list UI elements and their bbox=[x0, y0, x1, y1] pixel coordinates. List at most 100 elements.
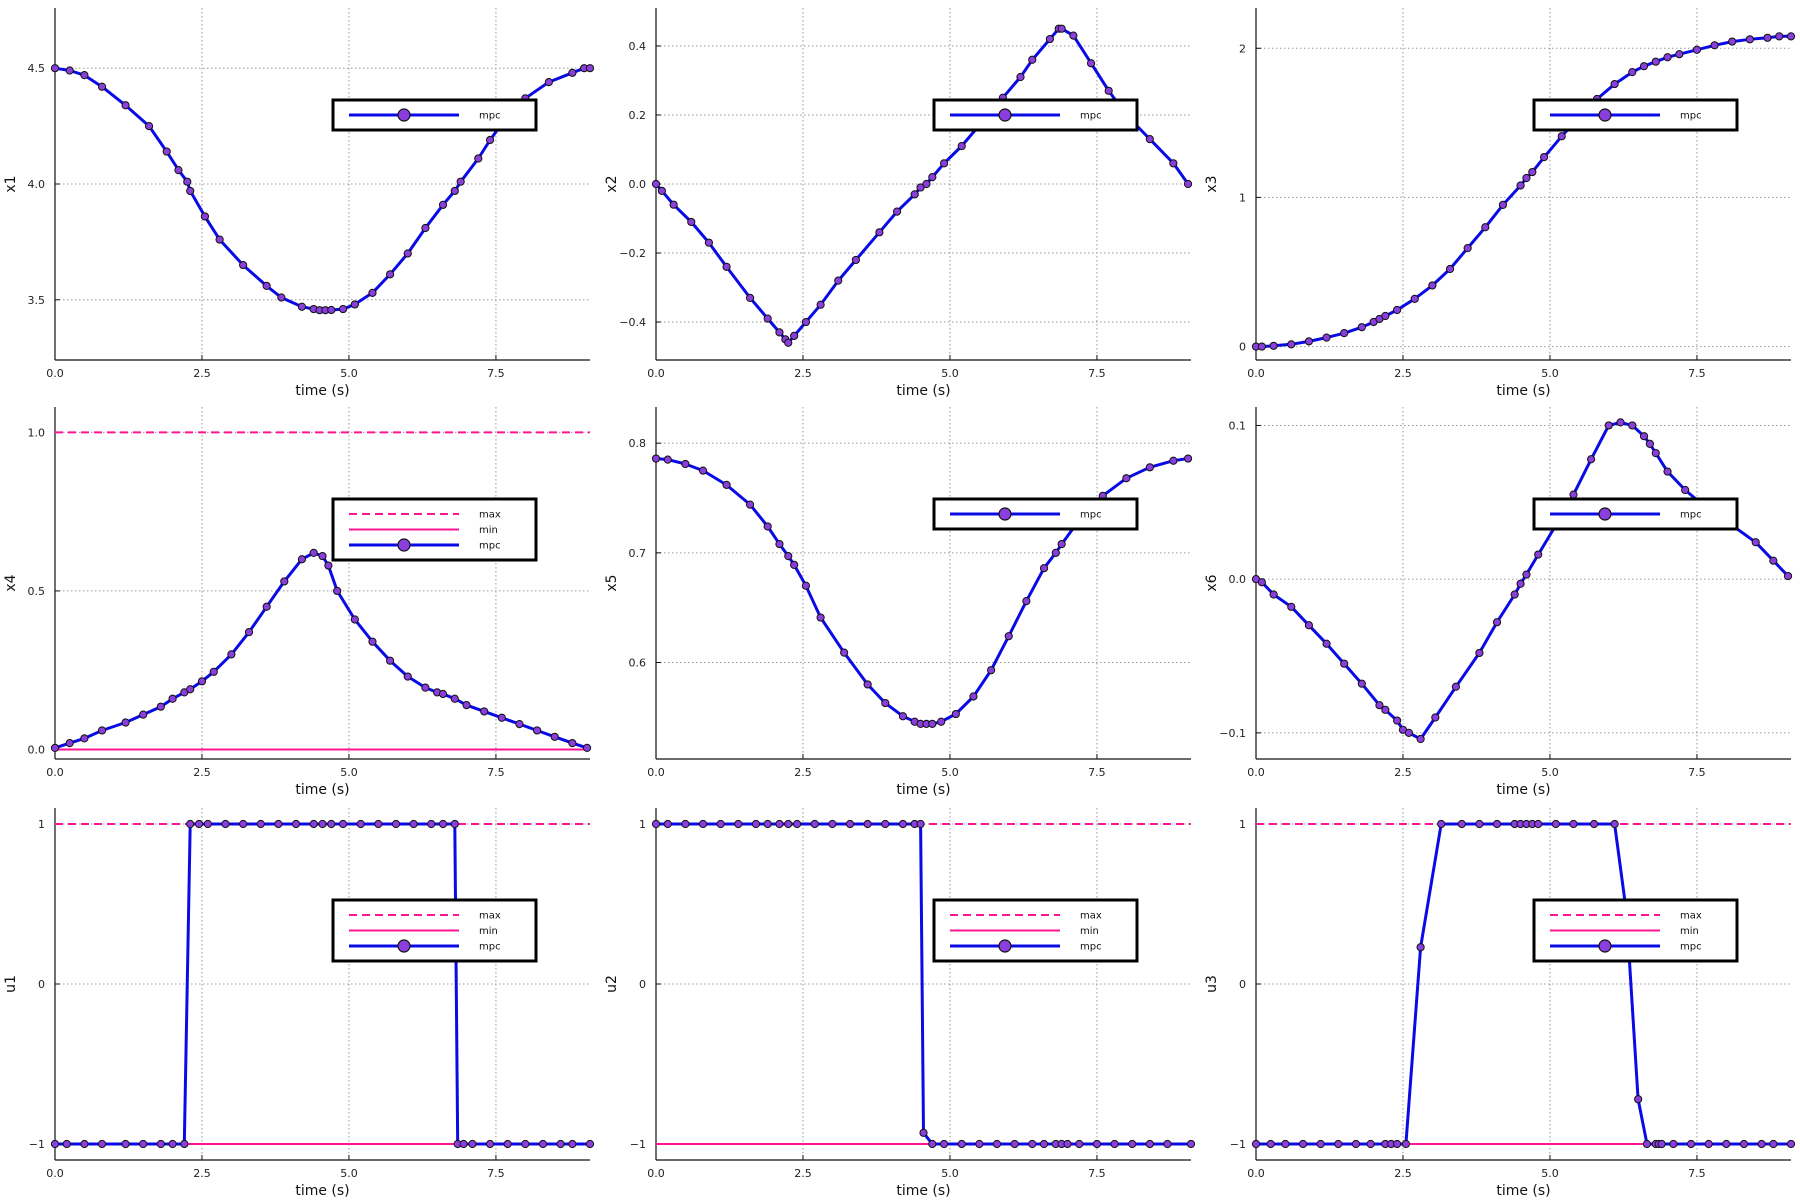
panel-u2-mpc-point bbox=[763, 819, 772, 829]
panel-x5-legend-mpc-marker bbox=[998, 507, 1012, 521]
panel-x3-xlabel: time (s) bbox=[1496, 383, 1550, 399]
panel-u3-mpc-point bbox=[1739, 1139, 1749, 1149]
panel-x2-series-mpc bbox=[651, 24, 1193, 347]
panel-u3-mpc-point bbox=[1722, 1139, 1731, 1149]
panel-u2-xtick-label: 0.0 bbox=[647, 1167, 665, 1180]
panel-x4-mpc-point bbox=[244, 628, 254, 637]
panel-x3-mpc-point bbox=[1498, 200, 1508, 209]
panel-u1-mpc-point bbox=[538, 1139, 548, 1149]
panel-x5-xlabel: time (s) bbox=[896, 782, 950, 798]
panel-x6: 0.0 2.5 5.0 7.5 −0.1 0.0 0.1 time (s) x6 mpc bbox=[1204, 407, 1793, 798]
panel-u2-mpc-point bbox=[1145, 1139, 1154, 1149]
panel-x4-mpc-point bbox=[403, 672, 412, 681]
panel-u2-xtick-label: 7.5 bbox=[1088, 1167, 1106, 1180]
panel-x4-mpc-point bbox=[97, 726, 107, 735]
panel-u1-legend: max min mpc bbox=[331, 898, 538, 963]
panel-u2-mpc-point bbox=[651, 819, 661, 829]
panel-u3-mpc-point bbox=[1610, 819, 1619, 829]
panel-u1-mpc-point bbox=[327, 819, 336, 829]
panel-x2-legend: mpc bbox=[932, 98, 1139, 132]
panel-x5-mpc-point bbox=[790, 560, 799, 570]
panel-x5-ylabel: x5 bbox=[604, 574, 620, 591]
panel-x4-mpc-point bbox=[209, 667, 218, 676]
panel-x6-mpc-point bbox=[1357, 679, 1366, 688]
panel-x3-mpc-point bbox=[1340, 329, 1349, 338]
panel-x6-legend-label-mpc: mpc bbox=[1680, 510, 1702, 521]
panel-x6-mpc-point bbox=[1587, 455, 1596, 464]
panel-u3-legend-label-mpc: mpc bbox=[1680, 942, 1702, 953]
panel-x2-mpc-point bbox=[939, 159, 949, 168]
panel-x6-mpc-point bbox=[1783, 571, 1793, 581]
panel-u3-mpc-point bbox=[1316, 1139, 1325, 1149]
panel-u1-mpc-point bbox=[356, 819, 365, 829]
panel-x2-ylabel: x2 bbox=[604, 175, 620, 192]
panel-u2-mpc-point bbox=[792, 819, 802, 829]
panel-x1-mpc-point bbox=[421, 223, 430, 233]
panel-x6-xtick-label: 0.0 bbox=[1247, 766, 1265, 779]
panel-u3-mpc-point bbox=[1298, 1139, 1308, 1149]
panel-x1-mpc-point bbox=[403, 249, 412, 258]
panel-x2-mpc-point bbox=[910, 190, 919, 199]
panel-u3-ylabel: u3 bbox=[1204, 975, 1220, 993]
panel-u2-mpc-point bbox=[810, 819, 819, 829]
panel-x1-legend-label-mpc: mpc bbox=[479, 111, 501, 122]
panel-x6-mpc-point bbox=[1416, 734, 1425, 744]
panel-x6-xtick-label: 5.0 bbox=[1541, 766, 1559, 779]
panel-x2-mpc-point bbox=[851, 255, 860, 265]
panel-x5-mpc-point bbox=[937, 717, 946, 726]
panel-u3-xtick-label: 0.0 bbox=[1247, 1167, 1265, 1180]
panel-u3-mpc-point bbox=[1492, 819, 1502, 829]
panel-x3-mpc-point bbox=[1610, 79, 1619, 89]
panel-u1-mpc-point bbox=[450, 819, 459, 829]
panel-u1-mpc-point bbox=[468, 1139, 477, 1149]
panel-u3-mpc-point bbox=[1281, 1139, 1290, 1149]
panel-x3-mpc-point bbox=[1557, 132, 1566, 141]
panel-u1-mpc-point bbox=[309, 819, 318, 829]
panel-x1-mpc-point bbox=[65, 66, 74, 75]
panel-x5-mpc-point bbox=[987, 666, 996, 675]
panel-x4-ylabel: x4 bbox=[3, 574, 19, 591]
panel-u2-mpc-point bbox=[784, 819, 793, 829]
panel-x4-mpc-point bbox=[309, 548, 318, 557]
panel-u3-ytick-label: 0 bbox=[1239, 978, 1246, 991]
panel-u3-mpc-point bbox=[1551, 819, 1560, 829]
panel-u3-mpc-point bbox=[1266, 1139, 1275, 1149]
panel-x4-mpc-point bbox=[65, 739, 74, 748]
panel-x4-mpc-point bbox=[333, 586, 342, 596]
panel-x5-legend: mpc bbox=[932, 497, 1139, 531]
panel-u2-ytick-label: 0 bbox=[639, 978, 646, 991]
panel-x6-mpc-point bbox=[1681, 485, 1690, 495]
panel-u3-xlabel: time (s) bbox=[1496, 1183, 1550, 1199]
panel-x1: 0.0 2.5 5.0 7.5 3.5 4.0 4.5 time (s) x1 mpc bbox=[3, 8, 595, 399]
panel-u2-legend-mpc-marker bbox=[998, 939, 1012, 953]
panel-u1-mpc-point bbox=[585, 1139, 595, 1149]
panel-x5-mpc-point bbox=[1122, 474, 1131, 483]
panel-x2-mpc-point bbox=[1183, 179, 1193, 189]
panel-u1-legend-mpc-marker bbox=[397, 939, 411, 953]
panel-u2-mpc-point bbox=[1075, 1139, 1084, 1149]
panel-x5-ytick-label: 0.6 bbox=[629, 657, 647, 670]
panel-u3-mpc-point bbox=[1366, 1139, 1375, 1149]
panel-x6-ylabel: x6 bbox=[1204, 574, 1220, 591]
panel-u3-mpc-point bbox=[1534, 819, 1543, 829]
panel-x5-ytick-label: 0.7 bbox=[629, 547, 647, 560]
panel-x5-mpc-point bbox=[681, 459, 690, 469]
panel-x2-ytick-label: 0.4 bbox=[629, 40, 647, 53]
panel-u1-mpc-point bbox=[80, 1139, 89, 1149]
panel-x5-mpc-point bbox=[1145, 463, 1154, 472]
panel-u1-mpc-point bbox=[438, 819, 448, 829]
panel-x4-mpc-point bbox=[280, 577, 289, 586]
panel-x3-series-mpc bbox=[1251, 32, 1796, 351]
panel-x4-mpc-line bbox=[54, 551, 588, 750]
panel-x1-xtick-label: 2.5 bbox=[193, 367, 211, 380]
panel-u1-mpc-point bbox=[239, 819, 248, 829]
panel-x2-mpc-point bbox=[1057, 24, 1066, 33]
panel-x2-mpc-point bbox=[801, 317, 811, 327]
panel-x2-mpc-point bbox=[745, 293, 755, 302]
panel-x5-xtick-label: 7.5 bbox=[1088, 766, 1106, 779]
panel-x1-xtick-label: 7.5 bbox=[487, 367, 505, 380]
panel-u3-xtick-label: 2.5 bbox=[1394, 1167, 1412, 1180]
panel-x4-mpc-point bbox=[450, 694, 459, 703]
panel-x4-legend-label-mpc: mpc bbox=[479, 541, 501, 552]
